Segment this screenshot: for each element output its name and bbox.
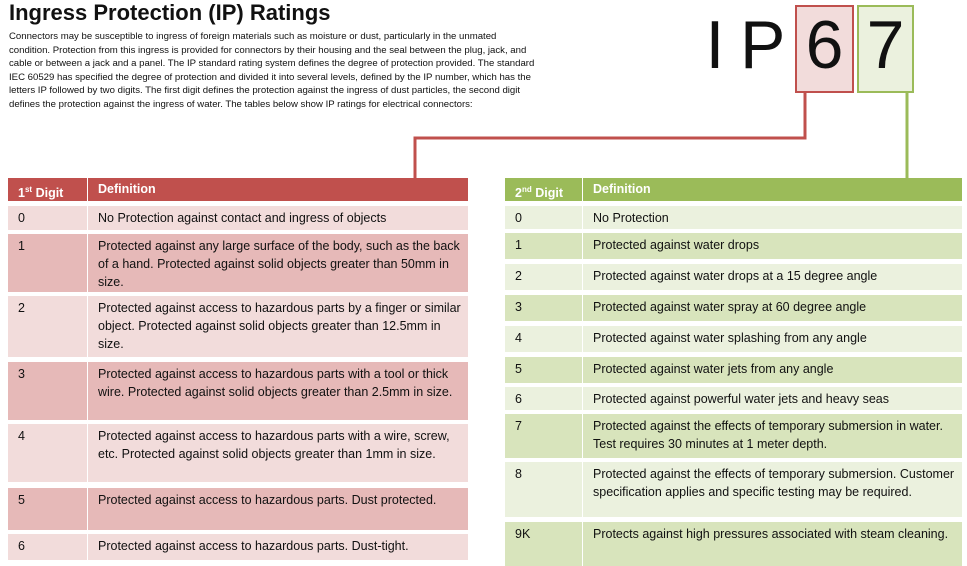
row-definition: Protects against high pressures associat… bbox=[593, 527, 949, 541]
row-definition: Protected against water drops at a 15 de… bbox=[593, 269, 878, 283]
digit-suffix: nd bbox=[521, 185, 532, 194]
table-header: 1st Digit Definition bbox=[8, 178, 468, 201]
table-row: 3 Protected against water spray at 60 deg… bbox=[505, 295, 962, 321]
table-row: 7 Protected against the effects of tempor… bbox=[505, 414, 962, 458]
row-code: 9K bbox=[505, 522, 583, 566]
row-code: 4 bbox=[8, 424, 88, 482]
table-row: 5 Protected against water jets from any a… bbox=[505, 357, 962, 383]
header-definition: Definition bbox=[593, 182, 651, 196]
row-code: 0 bbox=[505, 206, 583, 229]
row-definition: Protected against water spray at 60 degr… bbox=[593, 300, 867, 314]
ip-letter: I bbox=[705, 7, 725, 83]
table-row: 2 Protected against water drops at a 15 d… bbox=[505, 264, 962, 290]
row-code: 6 bbox=[505, 387, 583, 410]
row-code: 2 bbox=[505, 264, 583, 290]
table-row: 6 Protected against access to hazardous p… bbox=[8, 534, 468, 560]
row-definition: Protected against water splashing from a… bbox=[593, 331, 867, 345]
row-code: 8 bbox=[505, 462, 583, 517]
table-row: 1 Protected against water drops bbox=[505, 233, 962, 259]
row-definition: Protected against any large surface of t… bbox=[98, 239, 460, 289]
header-definition: Definition bbox=[98, 182, 156, 196]
row-code: 6 bbox=[8, 534, 88, 560]
table-row: 0 No Protection against contact and ingre… bbox=[8, 206, 468, 230]
table-row: 4 Protected against water splashing from … bbox=[505, 326, 962, 352]
table-row: 3 Protected against access to hazardous p… bbox=[8, 362, 468, 420]
row-definition: Protected against water drops bbox=[593, 238, 760, 252]
table-row: 6 Protected against powerful water jets a… bbox=[505, 387, 962, 410]
header-digit: 1st Digit bbox=[8, 178, 88, 201]
row-definition: Protected against access to hazardous pa… bbox=[98, 539, 409, 553]
row-definition: Protected against access to hazardous pa… bbox=[98, 429, 450, 461]
row-definition: Protected against access to hazardous pa… bbox=[98, 301, 461, 351]
row-definition: No Protection bbox=[593, 211, 669, 225]
row-definition: Protected against powerful water jets an… bbox=[593, 392, 890, 406]
table-row: 8 Protected against the effects of tempor… bbox=[505, 462, 962, 517]
row-code: 4 bbox=[505, 326, 583, 352]
table-row: 5 Protected against access to hazardous p… bbox=[8, 488, 468, 530]
table-row: 1 Protected against any large surface of … bbox=[8, 234, 468, 292]
row-code: 1 bbox=[505, 233, 583, 259]
digit-label: Digit bbox=[35, 186, 64, 201]
table-row: 9K Protects against high pressures associ… bbox=[505, 522, 962, 566]
digit-number: 2 bbox=[515, 186, 522, 201]
row-definition: Protected against the effects of tempora… bbox=[593, 467, 955, 499]
digit-suffix: st bbox=[24, 185, 33, 194]
row-definition: Protected against access to hazardous pa… bbox=[98, 493, 437, 507]
ip-digit: 6 bbox=[805, 7, 844, 83]
row-definition: Protected against access to hazardous pa… bbox=[98, 367, 453, 399]
row-code: 3 bbox=[505, 295, 583, 321]
row-code: 7 bbox=[505, 414, 583, 458]
row-code: 1 bbox=[8, 234, 88, 292]
digit-label: Digit bbox=[535, 186, 563, 201]
row-code: 5 bbox=[505, 357, 583, 383]
row-definition: Protected against the effects of tempora… bbox=[593, 419, 943, 451]
table-row: 0 No Protection bbox=[505, 206, 962, 229]
row-code: 3 bbox=[8, 362, 88, 420]
table-row: 2 Protected against access to hazardous p… bbox=[8, 296, 468, 357]
header-digit: 2nd Digit bbox=[505, 178, 583, 201]
row-definition: Protected against water jets from any an… bbox=[593, 362, 834, 376]
table-row: 4 Protected against access to hazardous p… bbox=[8, 424, 468, 482]
ip-letter: P bbox=[740, 7, 786, 83]
row-code: 0 bbox=[8, 206, 88, 230]
row-definition: No Protection against contact and ingres… bbox=[98, 211, 387, 225]
intro-text: Connectors may be susceptible to ingress… bbox=[9, 31, 535, 110]
title: Ingress Protection (IP) Ratings bbox=[9, 0, 331, 25]
row-code: 2 bbox=[8, 296, 88, 357]
row-code: 5 bbox=[8, 488, 88, 530]
digit-number: 1 bbox=[18, 186, 25, 201]
ip-digit: 7 bbox=[866, 7, 905, 83]
table-header: 2nd Digit Definition bbox=[505, 178, 962, 201]
